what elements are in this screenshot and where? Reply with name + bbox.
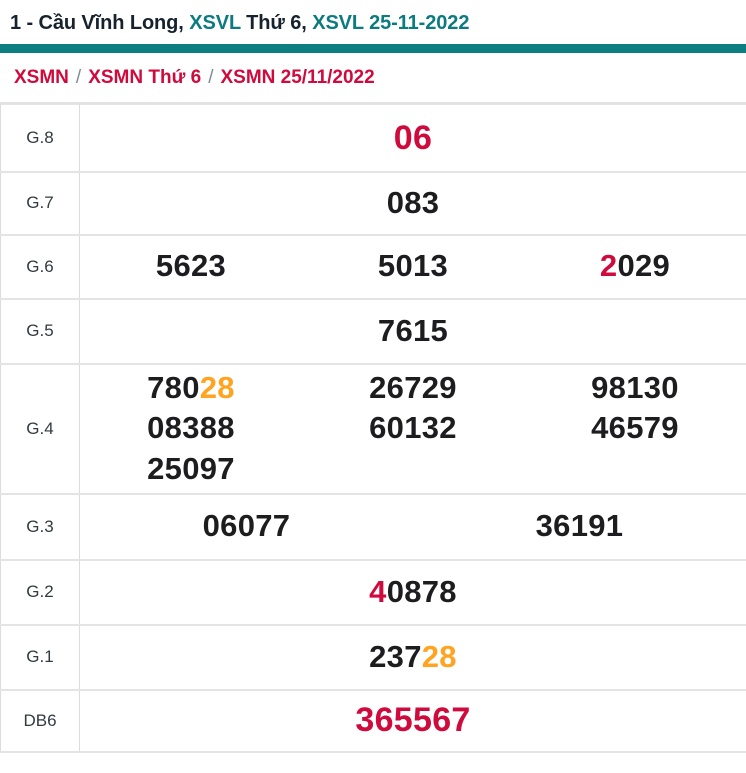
table-row: G.8 06 <box>0 104 746 172</box>
number-segment: 06077 <box>202 508 291 544</box>
prize-values: 5623 5013 2029 <box>80 235 746 299</box>
number-segment: 5013 <box>377 248 449 284</box>
accent-bar <box>0 44 746 53</box>
highlight-red: 06 <box>393 118 433 157</box>
number-segment: 780 <box>147 369 200 405</box>
breadcrumb: XSMN / XSMN Thứ 6 / XSMN 25/11/2022 <box>0 53 746 104</box>
value-grid: 06077 36191 <box>80 508 746 545</box>
prize-label: G.6 <box>0 234 80 299</box>
value-grid: 365567 <box>80 700 746 740</box>
prize-label: G.4 <box>0 363 80 494</box>
prize-number: 36191 <box>536 508 624 545</box>
highlight-red: 2 <box>599 248 618 284</box>
results-table-body: G.8 06 G.7 083 G.6 5623 5013 2029 G.5 7615 G.4 7802… <box>0 104 746 752</box>
prize-values: 40878 <box>80 560 746 625</box>
prize-number: 365567 <box>355 700 470 740</box>
table-row: G.7 083 <box>0 171 746 235</box>
value-grid: 7615 <box>80 313 746 350</box>
value-grid: 06 <box>80 118 746 158</box>
table-row: DB6 365567 <box>0 689 746 752</box>
page-title: 1 - Cầu Vĩnh Long, XSVL Thứ 6, XSVL 25-1… <box>0 0 746 44</box>
prize-number: 5623 <box>156 248 226 285</box>
number-segment: 36191 <box>535 508 624 544</box>
prize-values: 78028 26729 98130 08388 60132 46579 25097 <box>80 364 746 494</box>
prize-label: G.8 <box>0 104 80 172</box>
number-segment: 029 <box>617 248 671 284</box>
prize-label: G.7 <box>0 171 80 235</box>
prize-label: G.2 <box>0 559 80 625</box>
prize-values: 365567 <box>80 690 746 752</box>
prize-number: 06 <box>394 118 432 158</box>
breadcrumb-item[interactable]: XSMN <box>14 67 69 88</box>
highlight-gold: 28 <box>199 369 235 405</box>
table-row: G.2 40878 <box>0 559 746 625</box>
table-row: G.5 7615 <box>0 298 746 364</box>
value-grid: 083 <box>80 185 746 222</box>
breadcrumb-separator: / <box>75 67 82 88</box>
breadcrumb-item[interactable]: XSMN 25/11/2022 <box>220 67 375 88</box>
number-segment: 26729 <box>369 369 457 405</box>
prize-number: 40878 <box>369 574 457 611</box>
table-row: G.1 23728 <box>0 624 746 690</box>
prize-label: G.5 <box>0 298 80 364</box>
results-table: G.8 06 G.7 083 G.6 5623 5013 2029 G.5 7615 G.4 7802… <box>0 104 746 753</box>
number-segment: 0878 <box>386 573 457 609</box>
table-row: G.3 06077 36191 <box>0 493 746 560</box>
number-segment: 08388 <box>147 410 235 446</box>
prize-number: 98130 <box>591 370 679 407</box>
prize-values: 23728 <box>80 625 746 690</box>
number-segment: 60132 <box>369 410 457 446</box>
table-row: G.4 78028 26729 98130 08388 60132 46579 25097 <box>0 363 746 494</box>
highlight-red: 365567 <box>355 701 471 740</box>
number-segment: 7615 <box>377 312 449 348</box>
highlight-gold: 28 <box>421 638 457 674</box>
prize-label: G.3 <box>0 493 80 560</box>
title-text: 1 - Cầu Vĩnh Long, <box>10 12 184 34</box>
prize-number: 78028 <box>147 370 235 407</box>
prize-values: 06077 36191 <box>80 494 746 560</box>
prize-number: 60132 <box>369 410 457 447</box>
title-link[interactable]: XSVL <box>189 12 241 34</box>
number-segment: 5623 <box>155 248 227 284</box>
value-grid: 40878 <box>80 574 746 611</box>
prize-values: 06 <box>80 105 746 172</box>
number-segment: 083 <box>386 184 440 220</box>
value-grid: 5623 5013 2029 <box>80 248 746 285</box>
prize-number: 5013 <box>378 248 448 285</box>
breadcrumb-item[interactable]: XSMN Thứ 6 <box>88 67 202 88</box>
number-segment: 46579 <box>591 410 679 446</box>
breadcrumb-separator: / <box>208 67 214 88</box>
prize-number: 25097 <box>147 451 235 488</box>
value-grid: 23728 <box>80 639 746 676</box>
prize-label: G.1 <box>0 624 80 690</box>
prize-number: 083 <box>387 185 440 222</box>
table-row: G.6 5623 5013 2029 <box>0 234 746 299</box>
prize-number: 23728 <box>369 639 457 676</box>
prize-number: 06077 <box>203 508 291 545</box>
prize-values: 083 <box>80 172 746 235</box>
prize-label: DB6 <box>0 689 80 752</box>
title-link[interactable]: XSVL 25-11-2022 <box>312 12 470 34</box>
prize-number: 7615 <box>378 313 448 350</box>
number-segment: 25097 <box>147 450 235 486</box>
number-segment: 98130 <box>591 369 679 405</box>
prize-number: 2029 <box>600 248 670 285</box>
prize-number: 08388 <box>147 410 235 447</box>
lottery-result-page: 1 - Cầu Vĩnh Long, XSVL Thứ 6, XSVL 25-1… <box>0 0 746 753</box>
highlight-red: 4 <box>369 573 387 609</box>
value-grid: 78028 26729 98130 08388 60132 46579 25097 <box>80 370 746 488</box>
number-segment: 237 <box>369 638 422 674</box>
prize-number: 26729 <box>369 370 457 407</box>
title-text: Thứ 6, <box>246 12 307 34</box>
prize-number: 46579 <box>591 410 679 447</box>
prize-values: 7615 <box>80 299 746 364</box>
